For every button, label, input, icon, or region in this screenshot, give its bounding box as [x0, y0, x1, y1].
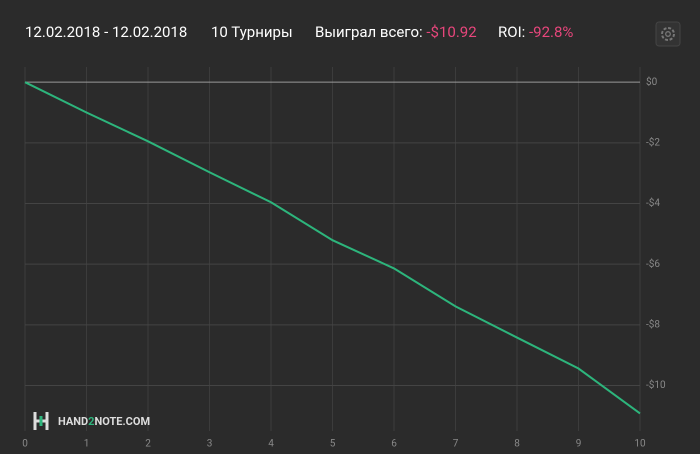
x-tick-label: 1	[84, 439, 90, 450]
y-tick-label: -$2	[646, 135, 660, 148]
date-range: 12.02.2018 - 12.02.2018	[25, 23, 187, 41]
tournaments: 10 Турниры	[211, 23, 293, 41]
x-tick-label: 3	[207, 439, 213, 450]
x-tick-label: 7	[453, 439, 459, 450]
logo-suffix: NOTE.COM	[94, 415, 150, 428]
logo-text: HAND2NOTE.COM	[58, 415, 150, 428]
logo: HAND2NOTE.COM	[33, 412, 150, 430]
x-tick-label: 9	[576, 439, 582, 450]
gear-icon[interactable]	[661, 27, 675, 41]
settings-button[interactable]	[655, 21, 681, 47]
roi-label: ROI:	[498, 23, 525, 41]
y-tick-label: -$4	[646, 196, 660, 209]
x-tick-label: 10	[634, 439, 646, 450]
roi-summary: ROI: -92.8%	[498, 23, 573, 41]
y-tick-label: $0	[646, 75, 658, 88]
x-tick-label: 0	[22, 439, 28, 450]
x-tick-label: 2	[145, 439, 151, 450]
won-value: -$10.92	[426, 23, 476, 41]
logo-highlight: 2	[88, 415, 94, 428]
logo-prefix: HAND	[58, 415, 88, 428]
x-tick-label: 4	[268, 439, 274, 450]
data-line	[24, 81, 641, 415]
x-tick-label: 8	[514, 439, 520, 450]
x-tick-label: 5	[330, 439, 336, 450]
roi-value: -92.8%	[529, 23, 573, 41]
y-tick-label: -$8	[646, 317, 660, 330]
won-summary: Выиграл всего: -$10.92	[315, 23, 477, 41]
y-tick-label: -$6	[646, 257, 660, 270]
gear-hub[interactable]	[665, 31, 671, 37]
x-tick-label: 6	[391, 439, 397, 450]
settings-frame[interactable]	[655, 21, 681, 47]
y-tick-label: -$10	[646, 378, 666, 391]
won-label: Выиграл всего:	[315, 23, 423, 41]
